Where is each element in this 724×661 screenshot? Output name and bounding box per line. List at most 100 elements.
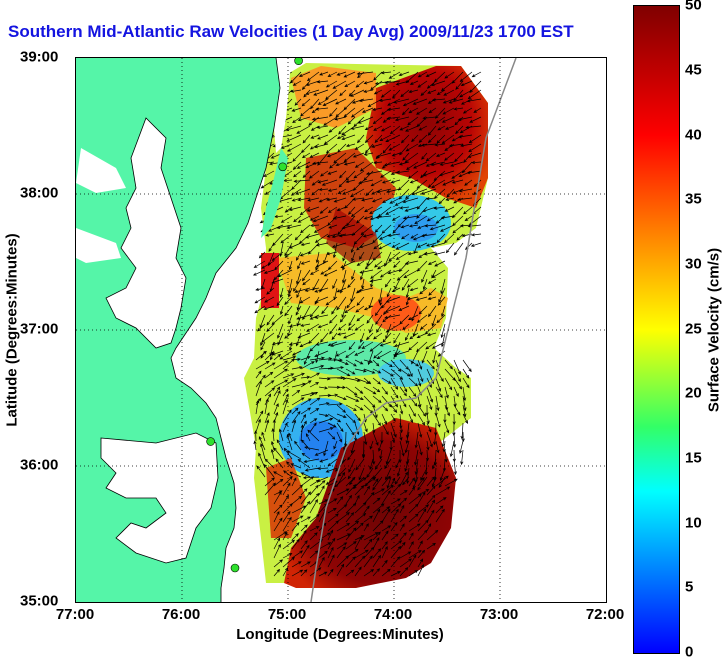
velocity-vector: [466, 170, 482, 175]
velocity-vector: [359, 161, 374, 172]
velocity-vector: [296, 314, 311, 320]
velocity-vector: [372, 476, 383, 491]
velocity-vector: [417, 549, 426, 559]
velocity-vector: [417, 359, 423, 370]
velocity-vector: [279, 287, 284, 299]
velocity-vector: [417, 377, 422, 387]
velocity-vector: [435, 386, 443, 399]
colorbar-tick: 30: [685, 255, 702, 273]
velocity-vector: [385, 296, 401, 303]
velocity-vector: [346, 296, 356, 309]
velocity-vector: [300, 107, 311, 117]
velocity-vector: [372, 520, 384, 532]
x-tick: 74:00: [373, 606, 413, 623]
velocity-vector: [435, 505, 444, 514]
velocity-vector: [363, 505, 370, 514]
velocity-vector: [282, 409, 292, 424]
velocity-vector: [297, 260, 302, 270]
velocity-vector: [426, 395, 433, 411]
velocity-vector: [470, 242, 482, 247]
coastline: [100, 58, 281, 602]
velocity-vector: [381, 395, 392, 408]
velocity-vector: [329, 107, 338, 117]
velocity-vector: [409, 179, 419, 184]
velocity-vector: [345, 359, 357, 367]
velocity-vector: [327, 260, 338, 271]
velocity-vector: [372, 508, 381, 523]
velocity-vector: [343, 332, 356, 339]
velocity-vector: [286, 461, 293, 469]
velocity-vector: [438, 197, 446, 205]
velocity-vector: [293, 170, 302, 178]
velocity-vector: [462, 404, 467, 418]
velocity-vector: [356, 314, 365, 322]
velocity-vector: [374, 134, 383, 143]
velocity-vector: [325, 296, 338, 306]
velocity-vector: [291, 372, 305, 379]
velocity-vector: [254, 430, 258, 442]
velocity-vector: [255, 410, 264, 424]
velocity-vector: [421, 152, 428, 160]
velocity-vector: [264, 398, 269, 415]
velocity-vector: [254, 305, 266, 314]
velocity-vector: [398, 305, 410, 311]
velocity-vector: [366, 467, 374, 478]
velocity-vector: [390, 483, 401, 496]
velocity-vector: [417, 368, 424, 383]
velocity-vector: [426, 476, 436, 487]
velocity-vector: [442, 179, 455, 186]
velocity-vector: [291, 365, 303, 370]
velocity-vector: [299, 296, 311, 304]
velocity-vector: [365, 188, 374, 196]
velocity-vector: [282, 476, 293, 487]
velocity-vector: [273, 447, 284, 460]
velocity-vector: [372, 431, 379, 446]
velocity-vector: [336, 368, 351, 377]
velocity-vector: [352, 197, 365, 201]
velocity-vector: [302, 134, 311, 144]
velocity-vector: [409, 332, 419, 340]
velocity-vector: [461, 161, 473, 174]
velocity-vector: [418, 125, 428, 131]
velocity-vector: [458, 134, 473, 139]
velocity-vector: [318, 485, 325, 496]
velocity-vector: [426, 377, 432, 389]
velocity-vector: [345, 512, 355, 523]
velocity-vector: [391, 242, 401, 248]
velocity-vector: [327, 402, 343, 406]
velocity-vector: [336, 512, 350, 523]
velocity-vector: [255, 399, 260, 415]
velocity-vector: [354, 477, 367, 487]
velocity-vector: [300, 380, 312, 388]
velocity-vector: [373, 332, 383, 340]
velocity-vector: [309, 215, 320, 221]
velocity-vector: [426, 542, 436, 550]
velocity-vector: [350, 206, 365, 217]
velocity-vector: [345, 368, 356, 375]
velocity-vector: [415, 296, 428, 301]
velocity-vector: [435, 377, 442, 392]
velocity-vector: [419, 323, 428, 330]
velocity-vector: [318, 550, 328, 559]
velocity-vector: [444, 377, 453, 391]
velocity-vector: [300, 524, 308, 532]
y-tick: 39:00: [20, 48, 59, 66]
velocity-vector: [345, 520, 360, 532]
velocity-vector: [354, 368, 367, 373]
velocity-vector: [273, 269, 284, 281]
velocity-vector: [317, 466, 329, 471]
velocity-vector: [408, 314, 419, 320]
velocity-vector: [426, 386, 434, 403]
velocity-vector: [417, 540, 423, 550]
velocity-vector: [435, 475, 449, 487]
velocity-vector: [417, 80, 428, 88]
velocity-vector: [288, 287, 293, 298]
velocity-vector: [343, 107, 356, 118]
velocity-vector: [340, 260, 356, 268]
velocity-vector: [255, 418, 261, 433]
velocity-vector: [381, 559, 388, 568]
velocity-vector: [417, 440, 423, 456]
map-plot-area[interactable]: [75, 57, 607, 603]
colorbar-tick: 25: [685, 320, 702, 338]
velocity-vector: [336, 376, 347, 381]
